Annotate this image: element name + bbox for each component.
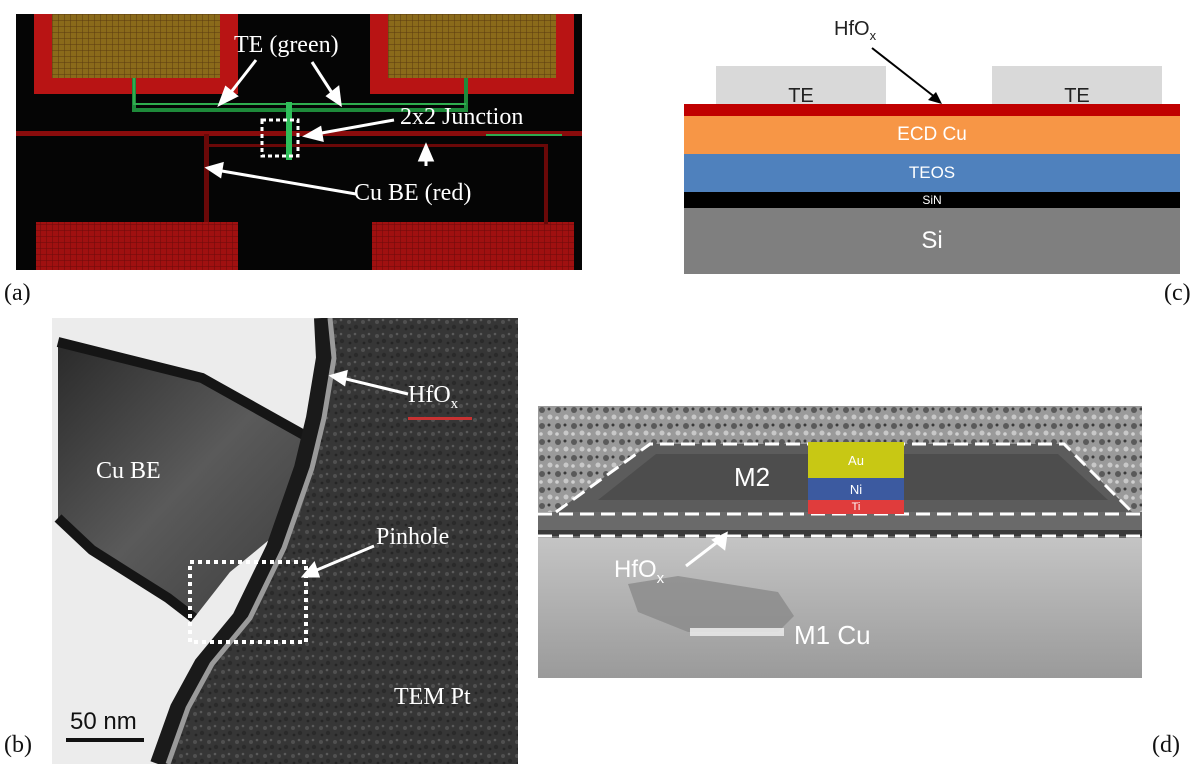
au-label: Au bbox=[848, 452, 864, 468]
ecd-cu-layer: ECD Cu bbox=[684, 116, 1180, 154]
te-right-label: TE bbox=[1064, 84, 1090, 107]
hfox-label-b: HfOx bbox=[408, 382, 459, 412]
tem-pt-label: TEM Pt bbox=[394, 684, 471, 710]
hfox-arrow bbox=[871, 47, 942, 104]
ti-layer: Ti bbox=[808, 500, 904, 514]
au-layer: Au bbox=[808, 442, 904, 478]
layout-drawing bbox=[16, 14, 582, 270]
si-layer: Si bbox=[684, 208, 1180, 274]
junction-label: 2x2 Junction bbox=[400, 104, 524, 130]
hfox-label-d: HfOx bbox=[614, 556, 665, 587]
si-label: Si bbox=[921, 227, 943, 254]
hfox-label-c: HfOx bbox=[834, 18, 877, 43]
cu-be-label: Cu BE bbox=[96, 458, 161, 484]
ti-label: Ti bbox=[851, 501, 861, 513]
hfox-layer bbox=[684, 104, 1180, 116]
ni-label: Ni bbox=[849, 481, 863, 497]
scale-bar-label: 50 nm bbox=[70, 708, 137, 735]
tem-image-b bbox=[52, 318, 518, 764]
junction-box bbox=[260, 118, 300, 158]
panel-c: TE TE ECD Cu TEOS SiN Si HfOx bbox=[684, 10, 1180, 276]
be-pad-bottom-right bbox=[372, 222, 574, 270]
tem-image-d bbox=[538, 406, 1142, 678]
te-label: TE (green) bbox=[234, 32, 339, 58]
ni-layer: Ni bbox=[808, 478, 904, 500]
m1-cu-label: M1 Cu bbox=[794, 620, 871, 650]
sin-label: SiN bbox=[922, 193, 942, 207]
panel-d-label: (d) bbox=[1152, 732, 1180, 758]
m2-label: M2 bbox=[734, 462, 771, 492]
be-pad-bottom-left bbox=[36, 222, 238, 270]
panel-b: HfOx Cu BE Pinhole TEM Pt 50 nm bbox=[52, 318, 518, 764]
te-left-label: TE bbox=[788, 85, 814, 107]
pinhole-label: Pinhole bbox=[376, 524, 450, 550]
junction-underline bbox=[486, 134, 562, 136]
be-label: Cu BE (red) bbox=[354, 180, 472, 206]
hfox-underline-b bbox=[408, 417, 472, 420]
sin-layer: SiN bbox=[684, 192, 1180, 208]
panel-a: TE (green) 2x2 Junction Cu BE (red) bbox=[16, 14, 582, 270]
panel-d: Au Ni Ti M2 HfOx M1 Cu bbox=[538, 406, 1142, 678]
teos-label: TEOS bbox=[908, 163, 956, 182]
panel-b-label: (b) bbox=[4, 732, 32, 758]
ecd-cu-label: ECD Cu bbox=[897, 124, 967, 145]
panel-c-label: (c) bbox=[1164, 280, 1191, 306]
teos-layer: TEOS bbox=[684, 154, 1180, 192]
pinhole-box bbox=[188, 560, 308, 644]
panel-a-label: (a) bbox=[4, 280, 31, 306]
